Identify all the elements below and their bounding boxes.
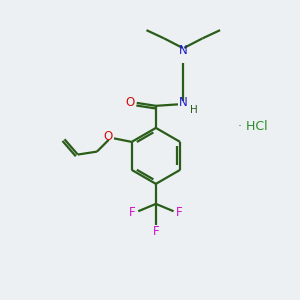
Text: F: F [176,206,183,219]
Text: · HCl: · HCl [238,120,268,133]
Text: F: F [129,206,136,219]
Text: N: N [179,96,188,110]
Text: O: O [103,130,112,143]
Text: F: F [153,225,159,238]
Text: H: H [190,105,198,115]
Text: O: O [126,96,135,110]
Text: N: N [179,44,188,57]
